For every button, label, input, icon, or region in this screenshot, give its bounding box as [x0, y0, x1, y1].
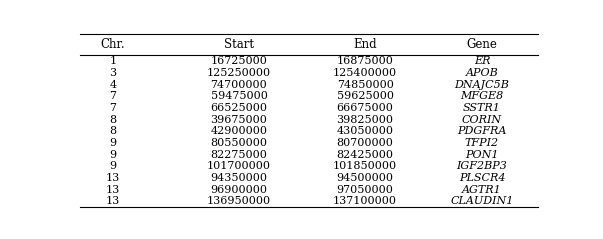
Text: CLAUDIN1: CLAUDIN1 — [450, 196, 514, 206]
Text: 101850000: 101850000 — [333, 161, 397, 171]
Text: 125250000: 125250000 — [207, 68, 271, 78]
Text: 7: 7 — [109, 91, 116, 101]
Text: 16875000: 16875000 — [336, 56, 394, 66]
Text: SSTR1: SSTR1 — [463, 103, 501, 113]
Text: TFPI2: TFPI2 — [465, 138, 499, 148]
Text: 13: 13 — [106, 196, 120, 206]
Text: MFGE8: MFGE8 — [460, 91, 504, 101]
Text: 66675000: 66675000 — [336, 103, 394, 113]
Text: 8: 8 — [109, 126, 116, 136]
Text: APOB: APOB — [466, 68, 498, 78]
Text: PLSCR4: PLSCR4 — [459, 173, 505, 183]
Text: 94350000: 94350000 — [210, 173, 268, 183]
Text: Gene: Gene — [467, 38, 497, 51]
Text: 16725000: 16725000 — [210, 56, 267, 66]
Text: ER: ER — [474, 56, 490, 66]
Text: IGF2BP3: IGF2BP3 — [456, 161, 507, 171]
Text: 80700000: 80700000 — [336, 138, 394, 148]
Text: AGTR1: AGTR1 — [462, 185, 502, 195]
Text: 39825000: 39825000 — [336, 114, 394, 125]
Text: 9: 9 — [109, 138, 116, 148]
Text: 8: 8 — [109, 114, 116, 125]
Text: 39675000: 39675000 — [210, 114, 267, 125]
Text: 74850000: 74850000 — [336, 80, 394, 90]
Text: 9: 9 — [109, 150, 116, 160]
Text: PON1: PON1 — [465, 150, 499, 160]
Text: 125400000: 125400000 — [333, 68, 397, 78]
Text: 13: 13 — [106, 173, 120, 183]
Text: 137100000: 137100000 — [333, 196, 397, 206]
Text: 59475000: 59475000 — [210, 91, 267, 101]
Text: 43050000: 43050000 — [336, 126, 394, 136]
Text: 136950000: 136950000 — [207, 196, 271, 206]
Text: 42900000: 42900000 — [210, 126, 268, 136]
Text: CORIN: CORIN — [462, 114, 502, 125]
Text: 7: 7 — [109, 103, 116, 113]
Text: 66525000: 66525000 — [210, 103, 268, 113]
Text: 82425000: 82425000 — [336, 150, 394, 160]
Text: Chr.: Chr. — [101, 38, 125, 51]
Text: End: End — [353, 38, 377, 51]
Text: 97050000: 97050000 — [336, 185, 394, 195]
Text: 3: 3 — [109, 68, 116, 78]
Text: DNAJC5B: DNAJC5B — [455, 80, 510, 90]
Text: 59625000: 59625000 — [336, 91, 394, 101]
Text: 94500000: 94500000 — [336, 173, 394, 183]
Text: 101700000: 101700000 — [207, 161, 271, 171]
Text: 13: 13 — [106, 185, 120, 195]
Text: 1: 1 — [109, 56, 116, 66]
Text: 74700000: 74700000 — [210, 80, 267, 90]
Text: 80550000: 80550000 — [210, 138, 268, 148]
Text: 96900000: 96900000 — [210, 185, 268, 195]
Text: 4: 4 — [109, 80, 116, 90]
Text: 9: 9 — [109, 161, 116, 171]
Text: PDGFRA: PDGFRA — [457, 126, 507, 136]
Text: Start: Start — [224, 38, 254, 51]
Text: 82275000: 82275000 — [210, 150, 267, 160]
